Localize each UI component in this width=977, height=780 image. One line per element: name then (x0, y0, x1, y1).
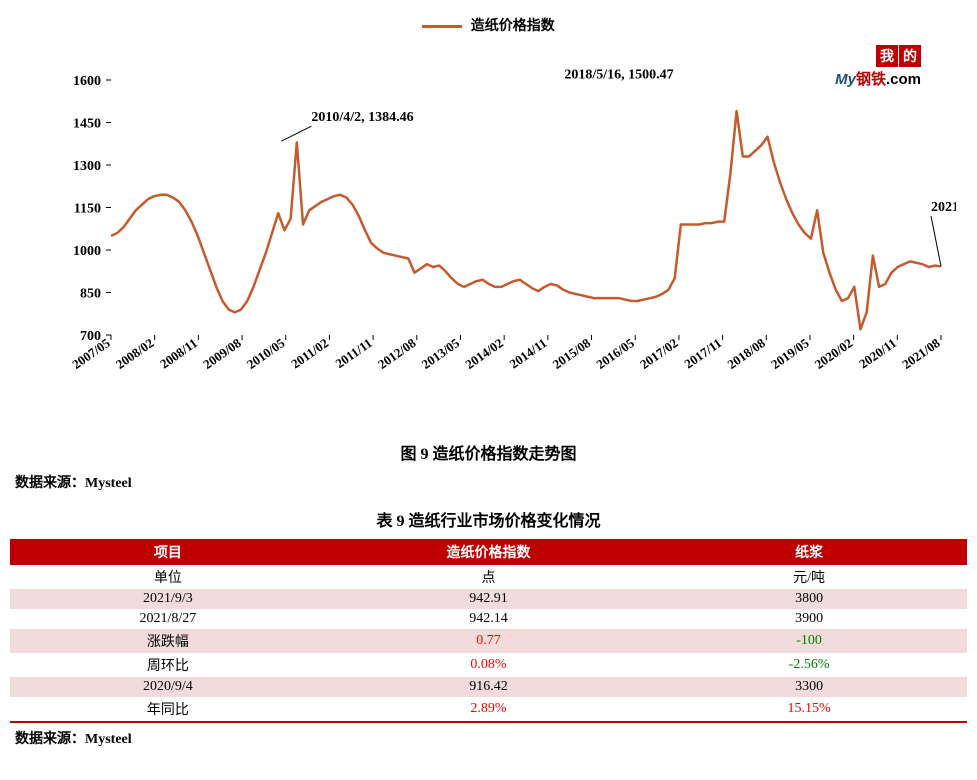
table-cell: 942.91 (326, 589, 651, 609)
chart-legend: 造纸价格指数 (10, 10, 967, 45)
svg-text:2010/4/2, 1384.46: 2010/4/2, 1384.46 (311, 110, 413, 125)
table-cell: -100 (651, 629, 967, 653)
svg-text:1450: 1450 (73, 117, 101, 132)
svg-text:1600: 1600 (73, 74, 101, 89)
table-row: 单位点元/吨 (10, 565, 967, 589)
chart-container: 我的 My钢铁.com 7008501000115013001450160020… (21, 45, 956, 425)
svg-text:1300: 1300 (73, 159, 101, 174)
svg-text:2011/11: 2011/11 (332, 335, 374, 371)
table-row: 年同比2.89%15.15% (10, 697, 967, 722)
table-row: 2020/9/4916.423300 (10, 677, 967, 697)
svg-text:2010/05: 2010/05 (244, 335, 288, 372)
table-row: 涨跌幅0.77-100 (10, 629, 967, 653)
svg-text:2014/11: 2014/11 (507, 335, 550, 371)
svg-text:850: 850 (80, 287, 101, 302)
table-cell: -2.56% (651, 653, 967, 677)
table-cell: 元/吨 (651, 565, 967, 589)
mysteel-logo: 我的 My钢铁.com (835, 45, 921, 89)
svg-text:2020/02: 2020/02 (812, 335, 856, 372)
table-cell: 3900 (651, 609, 967, 629)
svg-text:2011/02: 2011/02 (288, 335, 331, 371)
svg-text:2017/02: 2017/02 (637, 335, 681, 372)
table-header: 造纸价格指数 (326, 539, 651, 565)
logo-steel: 钢铁 (856, 71, 886, 88)
table-header: 项目 (10, 539, 326, 565)
data-source-1: 数据来源：Mysteel (15, 472, 967, 492)
table-row: 2021/8/27942.143900 (10, 609, 967, 629)
svg-text:1000: 1000 (73, 244, 101, 259)
table-cell: 916.42 (326, 677, 651, 697)
table-cell: 2.89% (326, 697, 651, 722)
price-table: 项目造纸价格指数纸浆单位点元/吨2021/9/3942.9138002021/8… (10, 539, 967, 723)
data-source-2: 数据来源：Mysteel (15, 728, 967, 748)
table-cell: 15.15% (651, 697, 967, 722)
table-cell: 3800 (651, 589, 967, 609)
svg-text:2021/9/3, 942.91: 2021/9/3, 942.91 (931, 200, 956, 215)
logo-box: 我 (876, 45, 898, 67)
table-cell: 点 (326, 565, 651, 589)
table-header: 纸浆 (651, 539, 967, 565)
table-cell: 年同比 (10, 697, 326, 722)
svg-text:2017/11: 2017/11 (681, 335, 724, 371)
legend-label: 造纸价格指数 (471, 19, 555, 34)
svg-text:2009/08: 2009/08 (200, 335, 244, 372)
table-cell: 0.77 (326, 629, 651, 653)
svg-text:2013/05: 2013/05 (419, 335, 463, 372)
figure-caption: 图 9 造纸价格指数走势图 (10, 440, 967, 464)
svg-text:2008/11: 2008/11 (157, 335, 200, 371)
svg-text:2016/05: 2016/05 (593, 335, 637, 372)
svg-text:2019/05: 2019/05 (768, 335, 812, 372)
line-chart: 700850100011501300145016002007/052008/02… (21, 45, 956, 390)
table-cell: 单位 (10, 565, 326, 589)
table-cell: 涨跌幅 (10, 629, 326, 653)
table-cell: 2021/8/27 (10, 609, 326, 629)
table-cell: 3300 (651, 677, 967, 697)
svg-text:2012/08: 2012/08 (375, 335, 419, 372)
svg-text:2018/5/16, 1500.47: 2018/5/16, 1500.47 (564, 67, 673, 82)
svg-text:2015/08: 2015/08 (550, 335, 594, 372)
table-cell: 2020/9/4 (10, 677, 326, 697)
svg-text:2020/11: 2020/11 (856, 335, 899, 371)
table-row: 周环比0.08%-2.56% (10, 653, 967, 677)
svg-text:2014/02: 2014/02 (462, 335, 506, 372)
legend-line (422, 25, 462, 28)
svg-text:2008/02: 2008/02 (113, 335, 157, 372)
logo-com: .com (886, 71, 921, 88)
svg-text:2018/08: 2018/08 (724, 335, 768, 372)
logo-my: My (835, 71, 856, 88)
table-row: 2021/9/3942.913800 (10, 589, 967, 609)
svg-text:2021/08: 2021/08 (899, 335, 943, 372)
table-cell: 周环比 (10, 653, 326, 677)
svg-text:1150: 1150 (74, 202, 101, 217)
logo-box: 的 (899, 45, 921, 67)
table-cell: 2021/9/3 (10, 589, 326, 609)
table-caption: 表 9 造纸行业市场价格变化情况 (10, 507, 967, 531)
table-cell: 0.08% (326, 653, 651, 677)
table-cell: 942.14 (326, 609, 651, 629)
